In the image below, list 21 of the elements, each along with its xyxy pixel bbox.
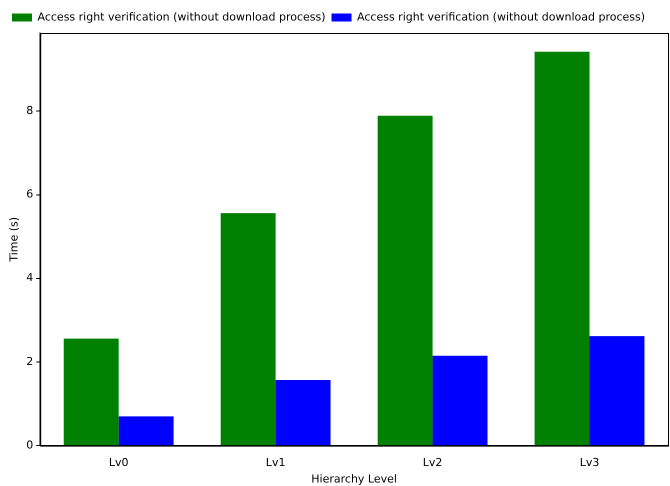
legend-label: Access right verification (without download process) (357, 10, 646, 24)
y-tick-label: 0 (26, 438, 34, 452)
bar (378, 116, 433, 446)
bar (590, 336, 644, 446)
bar (220, 213, 276, 446)
y-tick-label: 2 (26, 354, 34, 368)
bar (432, 356, 488, 446)
bar (118, 416, 174, 446)
bar (64, 338, 119, 446)
y-tick-label: 8 (26, 104, 34, 118)
x-tick-label: Lv2 (422, 456, 442, 470)
x-tick-label: Lv3 (580, 456, 600, 470)
bar (534, 52, 590, 446)
y-axis-title: Time (s) (7, 216, 20, 263)
bar (276, 380, 331, 446)
legend-label: Access right verification (without download process) (38, 10, 326, 24)
y-tick-label: 6 (26, 188, 34, 201)
y-tick-label: 4 (26, 271, 34, 284)
x-tick-label: Lv0 (108, 456, 128, 470)
x-tick-label: Lv1 (266, 456, 286, 470)
x-axis-title: Hierarchy Level (311, 472, 397, 486)
